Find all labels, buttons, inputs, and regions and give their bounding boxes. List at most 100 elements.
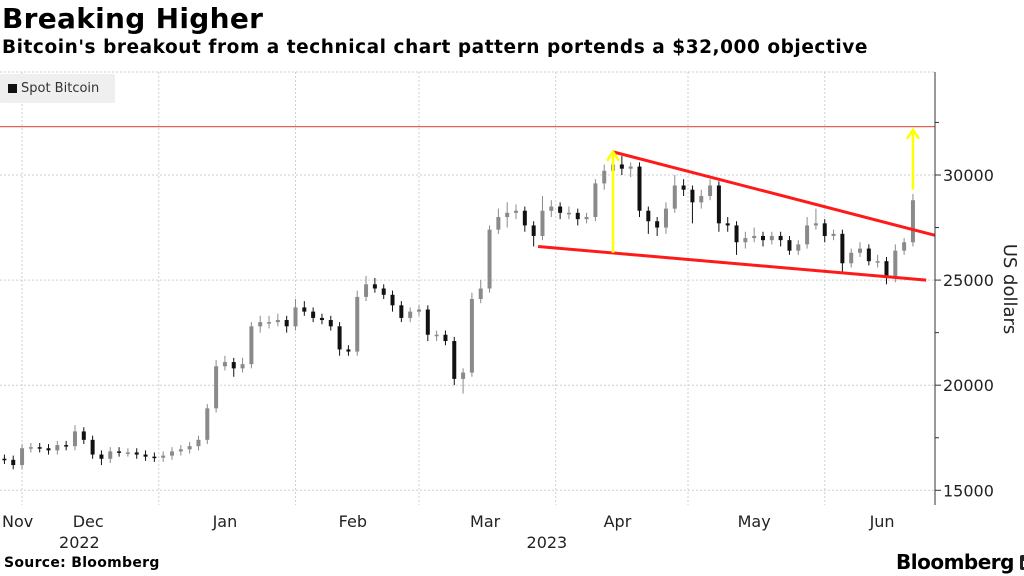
annotations	[0, 126, 936, 282]
candle-body	[2, 458, 7, 461]
candle-body	[637, 166, 642, 211]
candle-body	[302, 307, 307, 312]
y-tick-label: 15000	[943, 481, 994, 500]
legend-swatch	[8, 84, 17, 93]
x-tick-label: Dec	[73, 512, 104, 531]
candle-body	[699, 196, 704, 203]
x-tick-label: Apr	[604, 512, 632, 531]
candle-body	[293, 307, 298, 327]
candle-body	[319, 317, 324, 321]
candle-body	[858, 248, 863, 253]
candle-body	[355, 296, 360, 352]
candle-body	[893, 250, 898, 276]
candle-body	[831, 233, 836, 236]
candle-body	[822, 223, 827, 236]
gridlines	[0, 71, 935, 505]
candle-body	[866, 248, 871, 262]
candle-body	[461, 372, 466, 379]
candles	[2, 153, 915, 470]
candle-body	[514, 210, 519, 213]
candle-body	[619, 164, 624, 169]
source-note: Source: Bloomberg	[4, 555, 160, 571]
candle-body	[540, 210, 545, 236]
candle-body	[311, 311, 316, 318]
lower-trendline	[537, 244, 927, 282]
axes: 15000 20000 25000 30000 US dollars Nov Dec Jan F…	[2, 72, 1020, 552]
candle-body	[11, 459, 16, 466]
candle-body	[399, 305, 404, 318]
candle-body	[708, 185, 713, 197]
candle-body	[478, 288, 483, 300]
candle-body	[37, 447, 42, 449]
x-tick-label: Jun	[869, 512, 895, 531]
candle-body	[205, 408, 210, 440]
candle-body	[496, 217, 501, 230]
candle-body	[64, 445, 69, 447]
y-tick-label: 30000	[943, 166, 994, 185]
candle-body	[161, 455, 166, 458]
candle-body	[902, 242, 907, 251]
candle-body	[443, 334, 448, 342]
x-year-label: 2023	[527, 533, 568, 552]
candle-body	[672, 185, 677, 209]
candle-body	[346, 349, 351, 352]
x-tick-label: Mar	[470, 512, 501, 531]
chart-title: Breaking Higher	[2, 2, 264, 35]
candle-body	[769, 235, 774, 241]
bloomberg-logo: Bloomberg	[896, 550, 1024, 574]
candle-body	[55, 445, 60, 451]
candle-body	[222, 362, 227, 367]
candle-body	[805, 225, 810, 245]
candle-body	[108, 451, 113, 459]
candle-body	[778, 235, 783, 241]
candle-body	[849, 252, 854, 264]
candle-body	[72, 431, 77, 447]
candle-body	[46, 448, 51, 451]
candle-body	[425, 309, 430, 335]
candle-body	[99, 454, 104, 459]
candle-body	[240, 364, 245, 369]
brand-name: Bloomberg	[896, 550, 1014, 574]
candle-body	[646, 210, 651, 222]
candle-body	[452, 341, 457, 379]
candle-body	[258, 322, 263, 327]
y-tick-label: 20000	[943, 376, 994, 395]
candle-body	[584, 217, 589, 220]
legend-label: Spot Bitcoin	[21, 81, 100, 96]
candle-body	[469, 299, 474, 373]
x-tick-label: May	[738, 512, 771, 531]
candle-body	[787, 240, 792, 251]
candle-body	[408, 311, 413, 318]
candle-body	[434, 334, 439, 337]
legend: Spot Bitcoin	[0, 74, 115, 103]
candle-body	[381, 288, 386, 295]
x-tick-label: Feb	[339, 512, 367, 531]
candle-body	[275, 320, 280, 323]
candle-body	[28, 447, 33, 449]
candle-body	[558, 206, 563, 213]
candle-body	[681, 185, 686, 190]
candle-body	[593, 183, 598, 218]
x-tick-label: Nov	[2, 512, 33, 531]
candle-body	[117, 451, 122, 453]
candle-body	[196, 439, 201, 447]
candle-body	[875, 261, 880, 263]
candle-body	[743, 238, 748, 243]
candle-body	[549, 206, 554, 211]
candle-body	[416, 309, 421, 312]
candle-body	[752, 235, 757, 239]
candle-body	[796, 244, 801, 251]
candle-body	[655, 221, 660, 228]
candle-body	[143, 454, 148, 457]
candle-body	[170, 451, 175, 456]
candle-body	[910, 200, 915, 243]
chart-subtitle: Bitcoin's breakout from a technical char…	[2, 37, 868, 58]
candle-body	[716, 185, 721, 224]
pattern-height-arrow-head	[606, 149, 621, 162]
candle-body	[178, 449, 183, 452]
candle-body	[813, 223, 818, 226]
candle-body	[575, 212, 580, 220]
candle-body	[372, 284, 377, 289]
candle-body	[390, 294, 395, 306]
candle-body	[531, 225, 536, 236]
